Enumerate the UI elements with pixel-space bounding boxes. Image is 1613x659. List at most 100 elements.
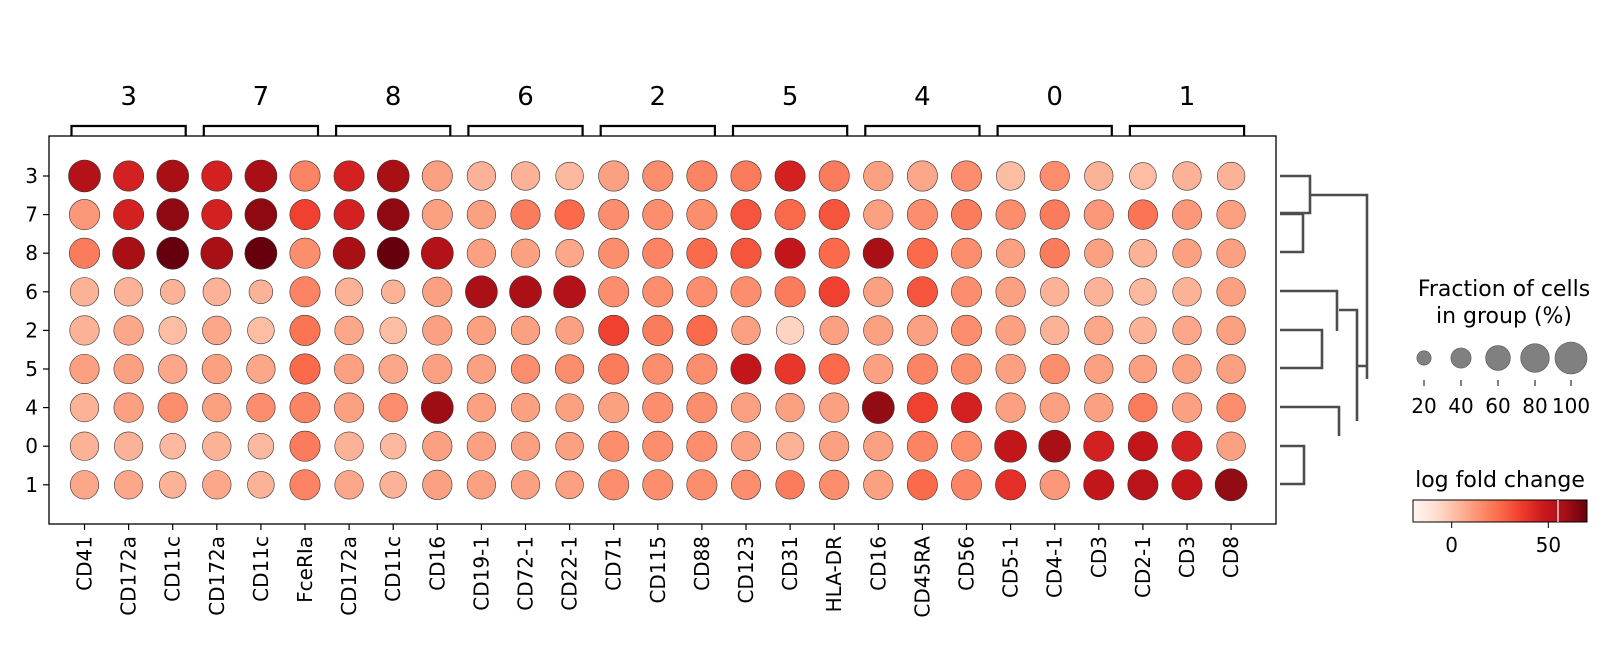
dot-6-cd88 [686,276,718,308]
dot-4-cd22-1 [555,393,584,422]
dot-4-cd115 [642,392,674,424]
dot-8-fceria [289,237,321,269]
dot-8-cd4-1 [1039,238,1070,269]
dot-2-cd16 [863,315,894,346]
dot-2-cd3 [1172,315,1202,346]
group-label: 3 [120,82,137,112]
dot-3-cd11c [376,159,410,193]
dot-0-cd172a [334,431,364,461]
dot-4-cd123 [730,392,762,423]
dot-0-cd71 [598,430,630,462]
dot-7-cd41 [69,199,100,231]
colorbar-tick-label: 50 [1536,533,1561,557]
group-brackets: 3 7 8 6 2 5 4 0 1 [70,82,1246,136]
dot-4-cd56 [951,392,982,424]
group-bracket [731,124,849,136]
dot-6-cd19-1 [465,275,498,309]
dot-2-cd56 [951,314,982,346]
dot-1-fceria [289,469,321,501]
dot-3-cd16 [421,160,453,192]
dot-6-cd22-1 [553,275,586,309]
size-legend-dot [1450,347,1472,369]
dot-1-cd16 [422,469,453,500]
dot-8-cd41 [69,237,100,269]
dot-1-cd2-1 [1127,469,1159,501]
x-tick-label: FceRIa [293,536,317,603]
dot-7-cd123 [730,199,762,231]
dot-2-cd123 [731,315,761,346]
x-tick-label: CD71 [602,536,626,591]
group-label: 7 [253,82,270,112]
dot-7-hla-dr [818,199,850,231]
dot-8-cd3 [1172,238,1202,268]
dot-7-fceria [289,199,321,231]
dot-0-cd16 [422,431,453,462]
dot-8-cd8 [1216,238,1246,268]
group-label: 2 [650,82,667,112]
group-label: 0 [1046,82,1063,112]
dot-7-cd31 [774,199,806,231]
dot-7-cd16 [863,199,894,230]
dot-2-cd4-1 [1040,315,1070,346]
dot-3-cd4-1 [1039,160,1070,192]
group-bracket [202,124,320,136]
x-tick-label: CD4-1 [1043,536,1067,598]
size-legend-label: 80 [1522,394,1547,418]
group-bracket [599,124,716,136]
dot-8-cd16 [862,237,894,269]
size-legend-title: in group (%) [1436,304,1572,329]
dot-7-cd11c [156,198,189,231]
x-tick-label: CD115 [646,536,670,604]
dot-7-cd71 [598,199,630,231]
dot-3-cd11c [244,159,278,193]
dot-6-cd16 [863,276,894,307]
dot-6-cd172a [202,277,231,306]
dot-2-cd2-1 [1129,316,1157,345]
dot-3-cd19-1 [466,161,497,191]
dot-5-cd3 [1084,354,1114,384]
y-tick-label: 8 [25,241,38,265]
dot-0-cd19-1 [466,431,497,461]
dot-7-cd3 [1171,199,1203,230]
x-tick-label: CD41 [73,536,97,591]
y-tick-label: 7 [25,203,38,227]
dot-5-cd56 [951,353,982,385]
dot-6-cd172a [334,277,364,306]
x-tick-label: CD172a [337,536,361,616]
dot-7-cd4-1 [1039,199,1070,230]
dot-6-cd16 [422,276,453,307]
dot-3-cd3 [1172,161,1202,191]
colorbar [1412,499,1588,523]
dot-5-cd11c [246,354,276,384]
dot-2-cd22-1 [555,316,584,345]
dot-1-cd5-1 [995,469,1027,501]
dot-6-cd41 [69,277,100,307]
dot-7-cd19-1 [466,199,497,230]
dot-0-cd115 [642,430,674,462]
dot-5-cd115 [642,353,674,385]
dot-3-cd45ra [906,160,938,192]
y-axis: 3 7 8 6 2 5 4 0 1 [25,164,49,497]
dot-7-cd56 [951,199,982,231]
dot-2-cd5-1 [995,315,1026,346]
dot-4-cd2-1 [1128,392,1158,423]
dot-5-cd41 [69,353,100,385]
x-tick-label: CD19-1 [469,536,493,611]
dot-0-cd16 [863,431,894,462]
dot-7-cd172a [333,199,365,231]
dot-6-cd11c [381,279,406,304]
dot-4-cd172a [202,392,232,423]
dot-5-cd16 [863,353,894,385]
dot-0-cd3 [1083,430,1115,462]
y-tick-label: 0 [25,434,38,458]
dot-6-cd115 [642,276,674,308]
dot-3-cd2-1 [1129,162,1157,190]
group-bracket [335,124,452,136]
dot-0-fceria [289,430,321,462]
dot-0-hla-dr [819,431,850,462]
dot-4-cd3 [1171,392,1203,423]
dot-6-cd172a [113,277,144,307]
dendrogram [1280,174,1369,486]
dot-7-cd3 [1083,199,1114,230]
dot-8-cd72-1 [510,238,541,268]
